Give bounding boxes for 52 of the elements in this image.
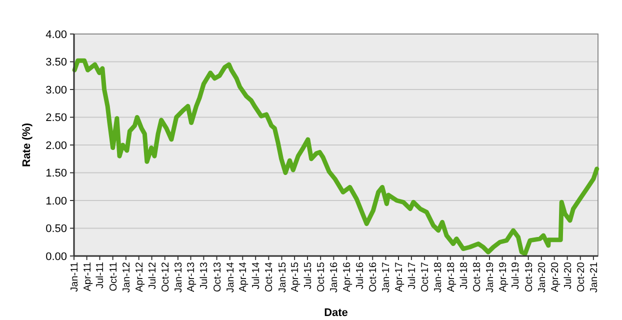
x-tick-label: Jul-16 (355, 262, 366, 290)
x-tick-label: Jan-17 (381, 262, 392, 293)
x-tick-label: Apr-15 (290, 262, 302, 292)
x-tick-label: Jul-14 (251, 262, 262, 290)
x-tick-label: Apr-11 (82, 262, 94, 292)
x-tick-label: Jul-18 (458, 262, 470, 290)
y-tick-label: 0.50 (46, 223, 67, 236)
x-tick-label: Jan-16 (329, 262, 340, 293)
x-tick-label: Oct-14 (264, 262, 276, 292)
y-tick-label: 0.00 (46, 250, 67, 263)
y-tick-label: 2.50 (46, 112, 67, 124)
x-tick-label: Jan-18 (433, 262, 444, 293)
x-tick-label: Oct-12 (160, 262, 172, 292)
x-tick-label: Apr-17 (394, 262, 405, 292)
x-tick-label: Jul-11 (95, 262, 106, 288)
x-tick-label: Apr-20 (550, 262, 561, 292)
y-tick-label: 1.50 (46, 168, 67, 180)
x-tick-label: Jan-20 (536, 262, 548, 293)
y-tick-label: 3.00 (46, 84, 67, 96)
x-tick-label: Apr-13 (186, 262, 198, 292)
x-tick-label: Apr-14 (238, 262, 250, 292)
x-tick-label: Apr-16 (342, 262, 354, 292)
x-tick-label: Oct-18 (472, 262, 483, 292)
x-tick-label: Jul-17 (406, 262, 418, 290)
x-axis-title: Date (324, 307, 348, 319)
x-tick-label: Jul-12 (147, 262, 158, 290)
x-tick-label: Oct-17 (420, 262, 432, 292)
x-tick-label: Oct-20 (576, 262, 587, 292)
x-tick-label: Jan-21 (588, 262, 600, 293)
x-tick-label: Jul-15 (302, 262, 314, 290)
x-tick-label: Jan-15 (277, 262, 288, 293)
x-tick-label: Apr-19 (498, 262, 509, 292)
y-tick-label: 4.00 (46, 28, 67, 41)
x-tick-label: Jul-19 (510, 262, 522, 290)
y-axis-title: Rate (%) (21, 122, 33, 168)
x-tick-label: Jul-20 (562, 262, 574, 290)
x-tick-label: Jul-13 (199, 262, 210, 290)
y-tick-label: 3.50 (46, 56, 67, 69)
x-tick-label: Jan-11 (70, 262, 80, 292)
x-tick-label: Apr-12 (134, 262, 146, 292)
x-tick-label: Oct-13 (212, 262, 224, 292)
x-tick-label: Jan-14 (225, 262, 236, 293)
x-tick-label: Jan-13 (173, 262, 184, 293)
x-tick-label: Jan-19 (485, 262, 496, 293)
x-tick-label: Apr-18 (446, 262, 457, 292)
y-tick-label: 2.00 (46, 140, 67, 152)
x-tick-label: Oct-15 (316, 262, 328, 292)
x-tick-label: Jan-12 (121, 262, 132, 293)
x-tick-label: Oct-11 (108, 262, 120, 292)
x-tick-label: Oct-16 (368, 262, 380, 292)
x-tick-label: Oct-19 (524, 262, 535, 292)
y-tick-label: 1.00 (46, 195, 67, 208)
